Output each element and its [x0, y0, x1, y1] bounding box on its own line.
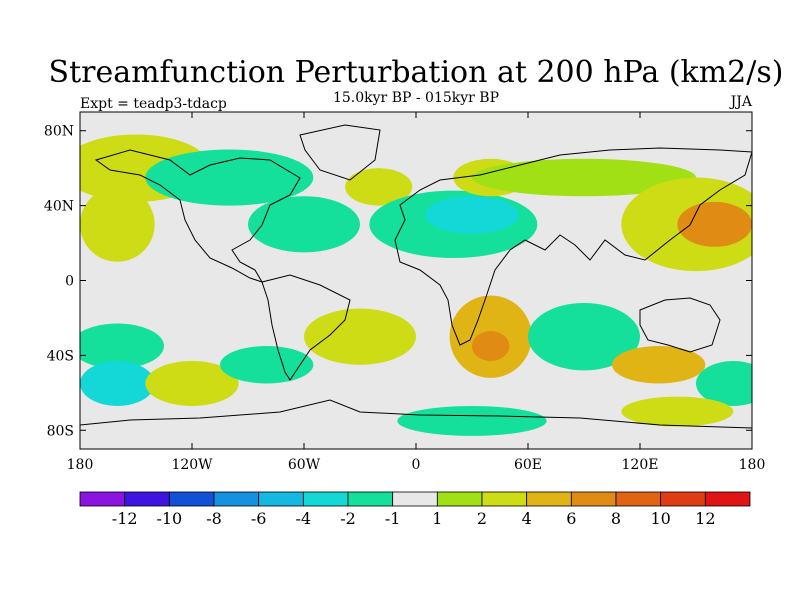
- colorbar-label: 2: [477, 509, 487, 528]
- coastlines: [80, 124, 752, 429]
- anomaly-blob: [397, 405, 547, 436]
- colorbar-swatch: [347, 491, 394, 507]
- y-axis-labels: 80N 40N 0 40S 80S: [44, 124, 74, 440]
- y-tick-label: 40S: [47, 348, 74, 364]
- anomaly-blob: [677, 201, 752, 247]
- coast-eurasia-africa: [394, 147, 752, 346]
- anomaly-blob: [612, 346, 706, 384]
- anomaly-blob: [621, 396, 734, 427]
- colorbar-label: 12: [695, 509, 715, 528]
- colorbar-label: -10: [156, 509, 182, 528]
- anomaly-blob: [345, 168, 413, 206]
- anomaly-blob: [425, 196, 519, 234]
- colorbar-swatch: [392, 491, 438, 507]
- coast-north-america: [94, 149, 301, 283]
- x-tick-label: 60E: [514, 457, 542, 473]
- coast-antarctica: [80, 399, 752, 429]
- anomaly-blob: [304, 308, 416, 365]
- x-tick-label: 120W: [171, 457, 213, 473]
- y-tick-label: 0: [65, 274, 74, 290]
- colorbar: [79, 491, 751, 507]
- colorbar-label: -1: [385, 509, 401, 528]
- y-tick-label: 40N: [44, 199, 74, 215]
- anomaly-layer: [80, 134, 752, 436]
- x-axis-labels: 180 120W 60W 0 60E 120E 180: [67, 457, 766, 473]
- colorbar-swatch: [704, 491, 751, 507]
- colorbar-label: -8: [206, 509, 222, 528]
- colorbar-label: -2: [340, 509, 356, 528]
- colorbar-swatch: [213, 491, 260, 507]
- coast-greenland: [299, 124, 381, 181]
- x-tick-label: 0: [412, 457, 421, 473]
- anomaly-blob: [696, 361, 752, 406]
- colorbar-label: 6: [566, 509, 576, 528]
- colorbar-swatch: [168, 491, 215, 507]
- x-tick-label: 180: [739, 457, 766, 473]
- anomaly-blob: [219, 346, 314, 384]
- colorbar-swatch: [660, 491, 706, 507]
- colorbar-swatch: [481, 491, 528, 507]
- experiment-label: Expt = teadp3-tdacp: [80, 96, 227, 112]
- anomaly-blob: [80, 186, 155, 262]
- colorbar-label: 1: [432, 509, 442, 528]
- colorbar-label: 4: [522, 509, 532, 528]
- x-tick-label: 180: [67, 457, 94, 473]
- colorbar-swatch: [570, 491, 617, 507]
- y-tick-label: 80S: [47, 423, 74, 439]
- coast-south-america: [261, 274, 351, 381]
- y-tick-label: 80N: [44, 124, 74, 140]
- colorbar-swatch: [302, 491, 349, 507]
- colorbar-label: -12: [112, 509, 138, 528]
- colorbar-label: -4: [296, 509, 312, 528]
- anomaly-blob: [80, 323, 164, 369]
- colorbar-swatch: [526, 491, 572, 507]
- x-tick-label: 60W: [288, 457, 321, 473]
- colorbar-swatch: [79, 491, 126, 507]
- colorbar-swatch: [258, 491, 304, 507]
- season-label: JJA: [729, 94, 753, 110]
- colorbar-swatch: [124, 491, 170, 507]
- anomaly-blob: [248, 196, 360, 253]
- colorbar-labels: -12 -10 -8 -6 -4 -2 -1 1 2 4 6 8 10 12: [112, 509, 716, 528]
- colorbar-label: -6: [251, 509, 267, 528]
- anomaly-blob: [145, 149, 314, 206]
- colorbar-label: 8: [611, 509, 621, 528]
- anomaly-blob: [145, 361, 239, 406]
- anomaly-blob: [528, 302, 640, 371]
- coast-australia: [639, 297, 721, 353]
- anomaly-blob: [472, 158, 696, 197]
- colorbar-swatch: [436, 491, 483, 507]
- anomaly-blob: [80, 361, 155, 406]
- colorbar-swatch: [615, 491, 662, 507]
- map-frame: [79, 111, 753, 450]
- anomaly-blob: [472, 331, 510, 362]
- chart-subtitle: 15.0kyr BP - 015kyr BP: [333, 90, 499, 106]
- chart-title: Streamfunction Perturbation at 200 hPa (…: [49, 55, 784, 90]
- x-tick-label: 120E: [622, 457, 659, 473]
- colorbar-label: 10: [650, 509, 670, 528]
- map-area: [79, 111, 753, 450]
